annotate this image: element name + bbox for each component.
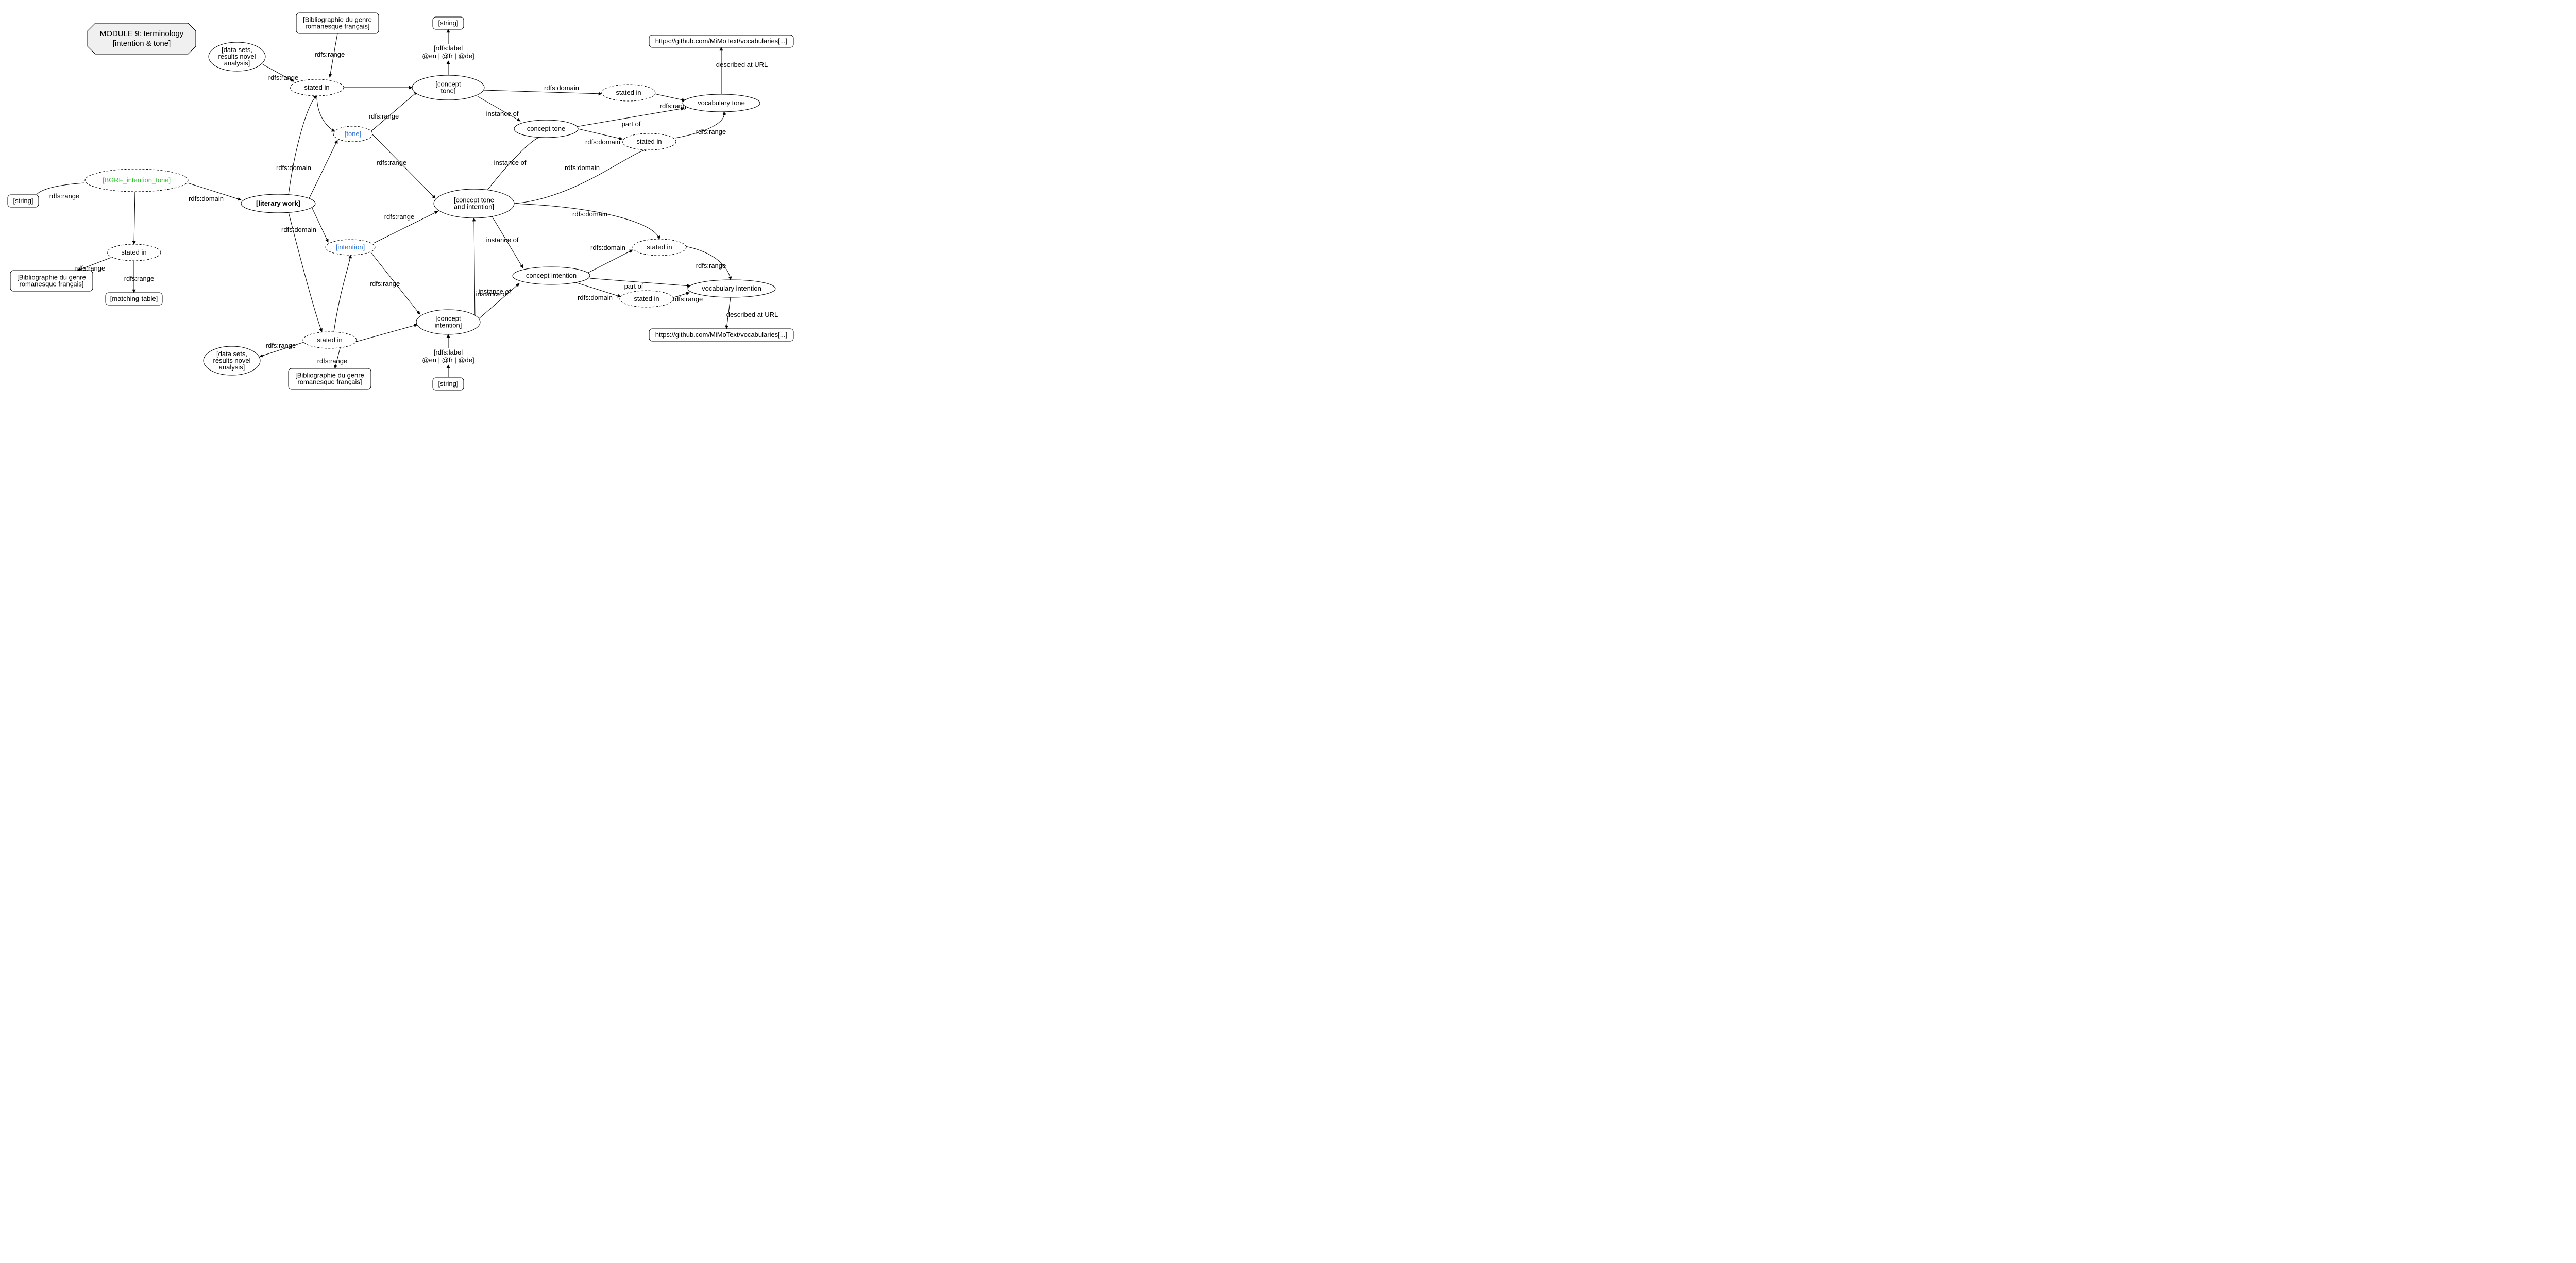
- node-label-dataset_bottom: analysis]: [219, 363, 245, 371]
- node-label-stated_br1: stated in: [647, 243, 672, 251]
- edge-label: rdfs:range: [696, 128, 726, 136]
- node-label-stated_top: stated in: [304, 83, 329, 91]
- edge-label: part of: [622, 120, 641, 128]
- node-label-bgrf: [BGRF_intention_tone]: [103, 176, 171, 184]
- node-label-stated_br2: stated in: [634, 295, 659, 302]
- edge-label: rdfs:range: [268, 74, 299, 81]
- edge: [134, 192, 135, 244]
- edge-label: instance of: [486, 236, 519, 244]
- nodes: [string] https://github.com/MiMoText/voca…: [8, 13, 793, 390]
- edge-label: instance of: [486, 110, 519, 117]
- module-title-box: [88, 23, 196, 54]
- edge-label: rdfs:domain: [572, 210, 607, 218]
- edge: [587, 250, 633, 273]
- edge-label: described at URL: [726, 311, 778, 318]
- edge: [312, 207, 328, 242]
- edge-label: rdfs:range: [696, 262, 726, 270]
- free-label: [rdfs:label: [434, 348, 463, 356]
- free-label: @en | @fr | @de]: [422, 356, 474, 364]
- node-label-string_bottom: [string]: [438, 380, 458, 388]
- node-label-concept_int_cls: concept intention: [526, 272, 577, 279]
- node-label-vocab_tone: vocabulary tone: [698, 99, 745, 107]
- edge: [289, 96, 317, 195]
- edge-label: rdfs:range: [673, 295, 703, 303]
- edge: [309, 140, 337, 198]
- edge-label: rdfs:domain: [189, 195, 224, 203]
- node-label-concept_tone: tone]: [441, 87, 456, 95]
- edge-label: rdfs:range: [370, 280, 400, 288]
- node-label-string_top: [string]: [438, 19, 458, 27]
- edge: [474, 218, 475, 322]
- edge-label: rdfs:range: [49, 192, 80, 200]
- edge-label: rdfs:domain: [590, 244, 625, 251]
- edge-label: rdfs:domain: [281, 226, 316, 233]
- edge-label: rdfs:domain: [585, 138, 620, 146]
- node-label-bib_left: romanesque français]: [19, 280, 83, 288]
- node-label-concept_ti: and intention]: [454, 203, 494, 211]
- edge: [578, 129, 622, 139]
- free-label: [rdfs:label: [434, 44, 463, 52]
- module-title-line2: [intention & tone]: [113, 39, 171, 48]
- node-label-stated_mid_right: stated in: [636, 138, 662, 145]
- edge: [317, 96, 335, 131]
- node-label-url_top: https://github.com/MiMoText/vocabularies…: [655, 37, 788, 45]
- module-title-line1: MODULE 9: terminology: [100, 29, 184, 38]
- free-label: @en | @fr | @de]: [422, 52, 474, 60]
- edge: [354, 325, 417, 342]
- node-label-stated_left: stated in: [121, 248, 146, 256]
- node-label-intention_prop: [intention]: [336, 243, 365, 251]
- node-label-dataset_top: analysis]: [224, 59, 250, 67]
- node-label-url_bottom: https://github.com/MiMoText/vocabularies…: [655, 331, 788, 339]
- edge: [654, 94, 685, 100]
- node-label-matching: [matching-table]: [110, 295, 158, 302]
- edge: [513, 204, 659, 239]
- edge-label: rdfs:domain: [565, 164, 600, 172]
- node-label-literary_work: [literary work]: [256, 199, 300, 207]
- edge-label: rdfs:range: [369, 112, 399, 120]
- node-label-vocab_int: vocabulary intention: [702, 284, 761, 292]
- edge-label: rdfs:range: [124, 275, 155, 282]
- ontology-diagram: described at URL rdfs:range rdfs:range rdfs…: [0, 0, 809, 397]
- node-label-tone_prop: [tone]: [345, 130, 362, 138]
- edge-label: instance of: [494, 159, 527, 166]
- edge-label: rdfs:range: [315, 50, 345, 58]
- edge-label: rdfs:domain: [578, 294, 613, 301]
- edge-label: rdfs:range: [377, 159, 407, 166]
- edges: described at URL rdfs:range rdfs:range rdfs…: [36, 29, 778, 377]
- edge: [371, 92, 417, 131]
- edge-label: part of: [624, 282, 643, 290]
- edge-label: rdfs:domain: [544, 84, 579, 92]
- edge-label: instance of: [479, 288, 511, 295]
- node-label-bib_bottom: romanesque français]: [297, 378, 362, 386]
- edge: [334, 255, 350, 332]
- edge-label: rdfs:domain: [276, 164, 311, 172]
- edge-label: rdfs:range: [384, 213, 415, 221]
- edge-label: described at URL: [716, 61, 768, 69]
- node-label-string_left: [string]: [13, 197, 33, 205]
- node-label-stated_bottom: stated in: [317, 336, 342, 344]
- node-label-concept_tone_cls: concept tone: [527, 125, 565, 132]
- edge: [484, 90, 602, 94]
- node-label-stated_top_right: stated in: [616, 89, 641, 96]
- edge-label: rdfs:range: [317, 357, 348, 365]
- node-label-bib_top: romanesque français]: [305, 23, 369, 30]
- edge-label: rdfs:range: [266, 342, 296, 349]
- node-label-concept_int: intention]: [435, 322, 462, 329]
- edge: [514, 149, 648, 204]
